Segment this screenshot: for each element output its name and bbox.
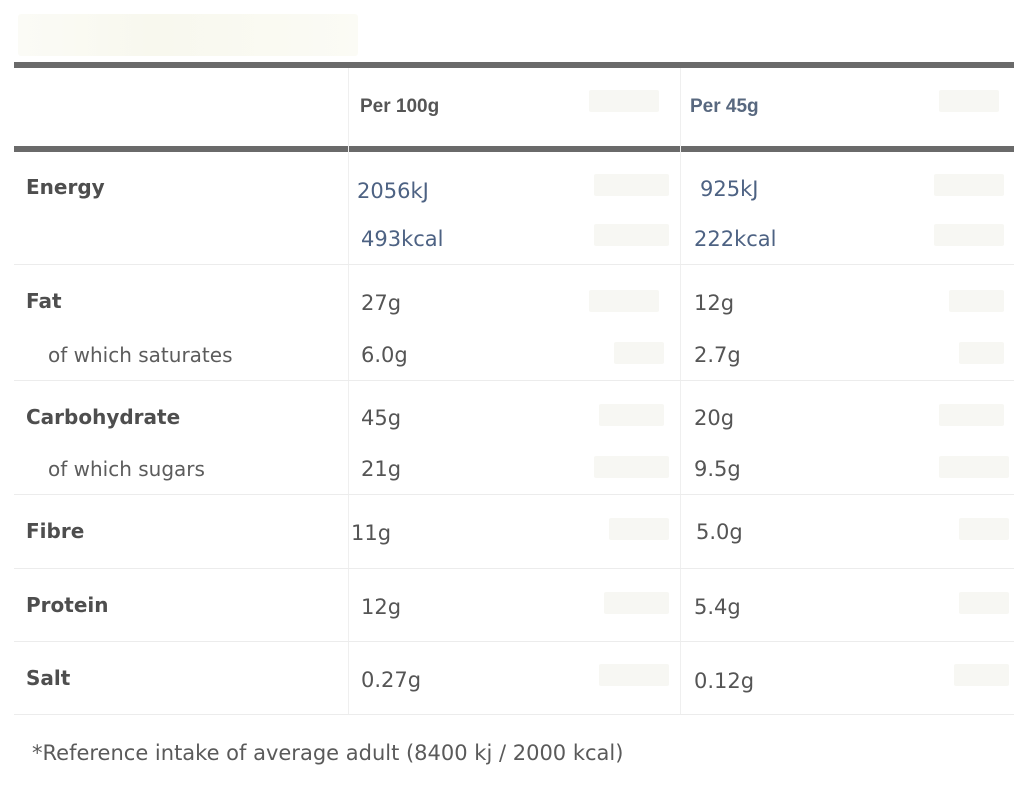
carbohydrate-per-45g: 20g <box>694 406 735 430</box>
header-per-100g: Per 100g <box>360 96 440 117</box>
faint-artifact <box>589 290 659 312</box>
salt-per-100g: 0.27g <box>361 668 422 692</box>
faint-artifact <box>589 90 659 112</box>
faint-artifact <box>939 404 1004 426</box>
carbohydrate-per-100g: 45g <box>361 406 402 430</box>
row-label-fibre: Fibre <box>26 519 85 543</box>
faint-artifact <box>614 342 664 364</box>
energy-kcal-per-45g: 222kcal <box>694 227 777 251</box>
faint-artifact <box>939 456 1009 478</box>
faint-artifact <box>959 592 1009 614</box>
row-label-salt: Salt <box>26 666 71 690</box>
protein-per-45g: 5.4g <box>694 595 741 619</box>
row-label-energy: Energy <box>26 175 105 199</box>
row-label-protein: Protein <box>26 593 109 617</box>
faint-artifact <box>934 224 1004 246</box>
saturates-per-100g: 6.0g <box>361 343 408 367</box>
faint-artifact <box>594 224 669 246</box>
energy-kj-per-45g: 925kJ <box>700 177 759 201</box>
sugars-per-100g: 21g <box>361 457 402 481</box>
fibre-per-45g: 5.0g <box>696 520 743 544</box>
energy-kj-per-100g: 2056kJ <box>357 179 429 203</box>
sugars-per-45g: 9.5g <box>694 457 741 481</box>
faint-artifact <box>934 174 1004 196</box>
energy-kcal-per-100g: 493kcal <box>361 227 444 251</box>
fat-per-45g: 12g <box>694 291 735 315</box>
table-top-rule <box>14 62 1014 68</box>
faint-artifact <box>609 518 669 540</box>
row-label-saturates: of which saturates <box>48 343 233 367</box>
faint-artifact <box>599 404 664 426</box>
faint-artifact <box>594 174 669 196</box>
row-divider <box>14 714 1014 715</box>
faint-artifact <box>949 290 1004 312</box>
row-divider <box>14 494 1014 495</box>
row-label-fat: Fat <box>26 289 62 313</box>
salt-per-45g: 0.12g <box>694 669 755 693</box>
faint-artifact <box>959 342 1004 364</box>
protein-per-100g: 12g <box>361 595 402 619</box>
saturates-per-45g: 2.7g <box>694 343 741 367</box>
row-label-sugars: of which sugars <box>48 457 205 481</box>
faint-artifact <box>939 90 999 112</box>
faint-artifact <box>954 664 1009 686</box>
fat-per-100g: 27g <box>361 291 402 315</box>
reference-intake-footnote: *Reference intake of average adult (8400… <box>32 741 624 765</box>
faded-heading <box>18 14 358 56</box>
faint-artifact <box>594 456 669 478</box>
faint-artifact <box>959 518 1009 540</box>
row-divider <box>14 641 1014 642</box>
row-divider <box>14 380 1014 381</box>
faint-artifact <box>599 664 669 686</box>
row-label-carbohydrate: Carbohydrate <box>26 405 181 429</box>
column-divider <box>680 68 681 714</box>
fibre-per-100g: 11g <box>351 521 392 545</box>
faint-artifact <box>604 592 669 614</box>
nutrition-table: Per 100g Per 45g Energy 2056kJ 925kJ 493… <box>14 62 1014 716</box>
row-divider <box>14 264 1014 265</box>
column-divider <box>348 68 349 714</box>
header-per-45g: Per 45g <box>690 96 759 117</box>
row-divider <box>14 568 1014 569</box>
header-bottom-rule <box>14 146 1014 152</box>
